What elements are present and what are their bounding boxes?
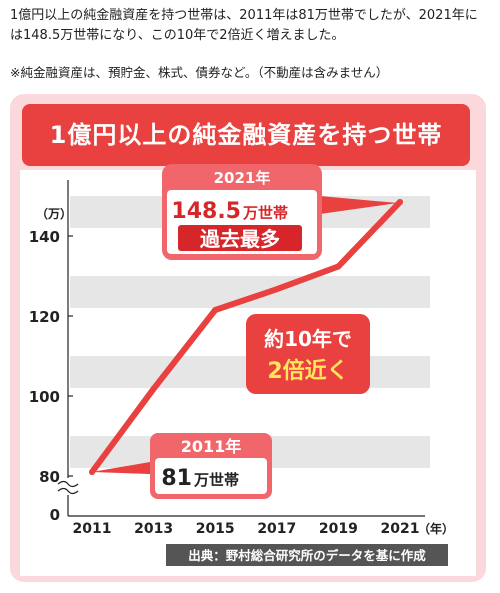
data-point — [212, 307, 219, 313]
growth-callout — [246, 314, 370, 394]
start-callout-pointer — [92, 462, 150, 474]
data-point — [150, 385, 157, 392]
x-tick-label: 2013 — [134, 521, 173, 537]
x-tick-label: 2019 — [319, 521, 358, 537]
intro-paragraph: 1億円以上の純金融資産を持つ世帯は、2011年は81万世帯でしたが、2021年に… — [10, 8, 478, 43]
data-point — [273, 286, 280, 293]
x-tick-label: 2017 — [257, 521, 296, 537]
x-tick-label: 2011 — [73, 521, 112, 537]
x-unit-label: （年） — [418, 521, 454, 536]
y-unit-label: （万） — [36, 206, 72, 221]
end-callout-value: 148.5 — [171, 199, 241, 224]
footnote: ※純金融資産は、預貯金、株式、債券など。（不動産は含みません） — [10, 65, 389, 80]
growth-callout-line2: 2倍近く — [267, 358, 348, 384]
y-tick-label: 100 — [29, 388, 60, 406]
chart-title: 1億円以上の純金融資産を持つ世帯 — [49, 121, 443, 149]
end-callout-pointer — [320, 196, 398, 214]
end-callout-unit: 万世帯 — [242, 204, 288, 222]
y-zero-label: 0 — [50, 506, 60, 524]
start-callout-value: 81 — [161, 466, 192, 491]
start-callout-unit: 万世帯 — [193, 471, 239, 489]
record-badge — [178, 225, 302, 251]
data-point — [335, 263, 342, 270]
source-box — [166, 544, 448, 566]
record-badge-text: 過去最多 — [200, 227, 280, 251]
axis-break-icon — [57, 480, 79, 495]
start-callout-year: 2011年 — [181, 437, 242, 456]
y-tick-label: 80 — [39, 468, 60, 486]
chart-title-bar — [22, 104, 470, 166]
growth-callout-line1: 約10年で — [264, 327, 352, 351]
grid-band-1 — [70, 276, 430, 308]
series-line-0 — [89, 199, 403, 475]
source-label: 出典：野村総合研究所のデータを基に作成 — [188, 548, 426, 563]
x-tick-label: 2021 — [381, 521, 420, 537]
end-callout-year: 2021年 — [214, 169, 271, 187]
data-point — [397, 199, 403, 205]
y-tick-label: 120 — [29, 308, 60, 326]
y-tick-label: 140 — [29, 228, 60, 246]
x-tick-label: 2015 — [196, 521, 235, 537]
